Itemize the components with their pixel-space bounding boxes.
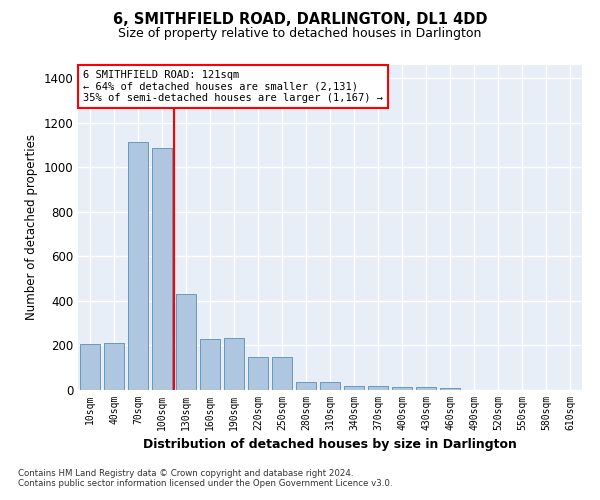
Bar — [248, 357, 268, 390]
Text: Size of property relative to detached houses in Darlington: Size of property relative to detached ho… — [118, 28, 482, 40]
Bar — [272, 357, 292, 390]
Bar — [200, 339, 220, 390]
Bar — [416, 386, 436, 390]
Bar — [128, 142, 148, 390]
Text: Contains HM Land Registry data © Crown copyright and database right 2024.: Contains HM Land Registry data © Crown c… — [18, 468, 353, 477]
Bar — [152, 148, 172, 390]
Bar — [320, 382, 340, 390]
Bar — [104, 344, 124, 390]
Text: Contains public sector information licensed under the Open Government Licence v3: Contains public sector information licen… — [18, 478, 392, 488]
Y-axis label: Number of detached properties: Number of detached properties — [25, 134, 38, 320]
Bar — [224, 338, 244, 390]
Bar — [80, 344, 100, 390]
Bar — [440, 388, 460, 390]
Bar — [176, 294, 196, 390]
X-axis label: Distribution of detached houses by size in Darlington: Distribution of detached houses by size … — [143, 438, 517, 452]
Bar — [368, 386, 388, 390]
Bar — [344, 386, 364, 390]
Bar — [392, 386, 412, 390]
Text: 6 SMITHFIELD ROAD: 121sqm
← 64% of detached houses are smaller (2,131)
35% of se: 6 SMITHFIELD ROAD: 121sqm ← 64% of detac… — [83, 70, 383, 103]
Bar — [296, 382, 316, 390]
Text: 6, SMITHFIELD ROAD, DARLINGTON, DL1 4DD: 6, SMITHFIELD ROAD, DARLINGTON, DL1 4DD — [113, 12, 487, 28]
